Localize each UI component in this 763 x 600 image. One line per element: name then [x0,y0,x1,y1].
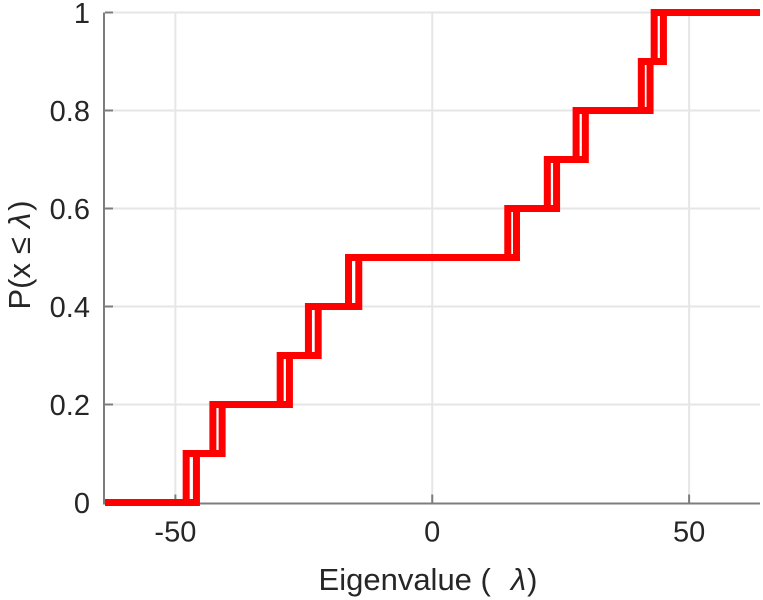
y-tick-label: 0 [74,488,90,520]
x-tick-label: 0 [424,517,440,549]
y-axis-label: P(x ≤ λ) [2,200,37,309]
y-tick-label: 0.6 [50,194,90,226]
x-axis-label-suffix: ) [527,562,537,597]
label-layer: Eigenvalue ( λ) P(x ≤ λ) [2,200,537,597]
x-axis-label-prefix: Eigenvalue ( [319,562,492,597]
y-tick-label: 0.4 [50,292,90,324]
y-axis-label-leq-symbol: ≤ [2,237,37,254]
x-tick-label: 50 [673,517,705,549]
y-tick-label: 0.8 [50,96,90,128]
axis-layer: -50 0 50 0 0.2 0.4 0.6 0.8 1 [50,0,760,549]
series-layer [105,9,760,506]
x-axis-label: Eigenvalue ( λ) [319,562,538,597]
y-axis-label-lambda-symbol: λ [2,213,37,230]
x-tick-label: -50 [154,517,196,549]
ecdf-step-upper [105,9,760,506]
y-tick-label: 1 [74,0,90,30]
y-axis-label-suffix: ) [2,200,37,210]
y-axis-label-prefix: P(x [2,263,37,310]
x-axis-label-lambda-symbol: λ [509,562,526,597]
y-tick-label: 0.2 [50,390,90,422]
